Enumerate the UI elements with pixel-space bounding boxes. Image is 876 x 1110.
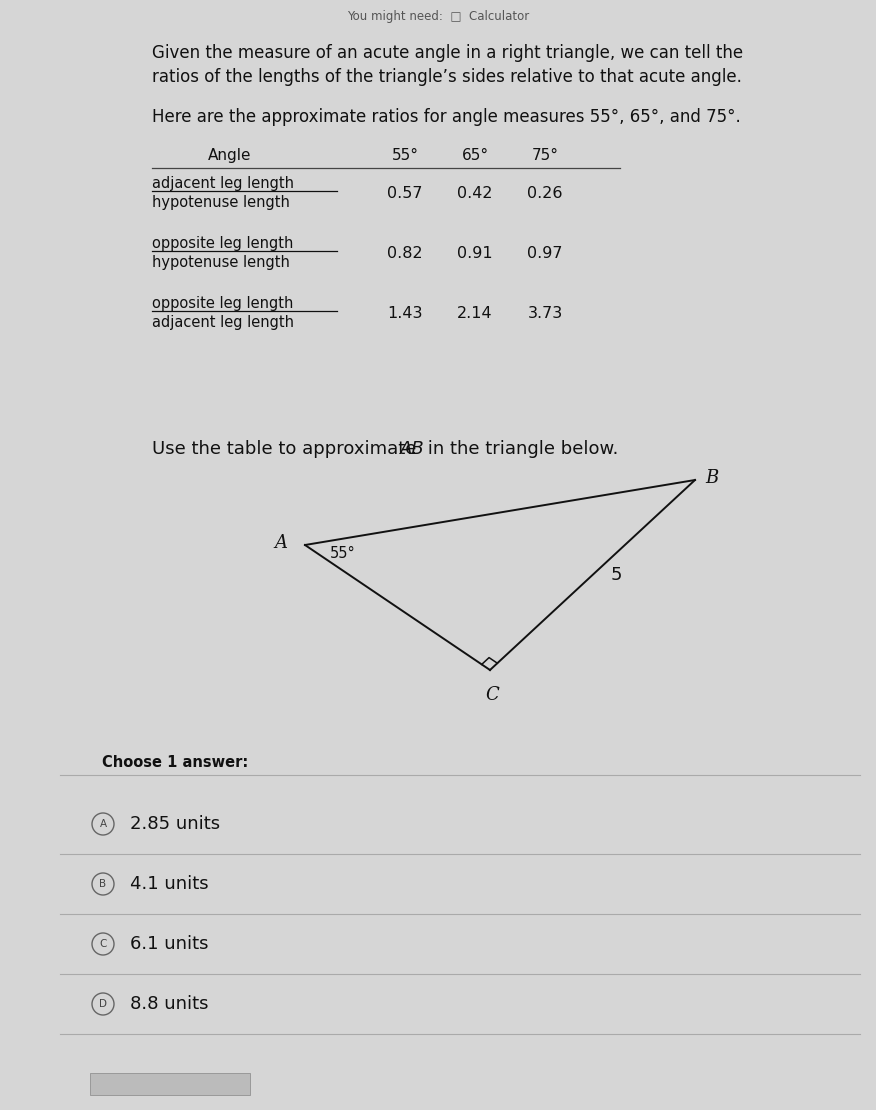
Text: Here are the approximate ratios for angle measures 55°, 65°, and 75°.: Here are the approximate ratios for angl… bbox=[152, 108, 741, 127]
Text: You might need:  □  Calculator: You might need: □ Calculator bbox=[347, 10, 529, 23]
Text: 2.14: 2.14 bbox=[457, 305, 493, 321]
Text: 3.73: 3.73 bbox=[527, 305, 562, 321]
Text: 8.8 units: 8.8 units bbox=[130, 995, 208, 1013]
Text: C: C bbox=[99, 939, 107, 949]
Text: 55°: 55° bbox=[330, 545, 356, 561]
Text: A: A bbox=[100, 819, 107, 829]
Text: 0.42: 0.42 bbox=[457, 185, 492, 201]
Text: adjacent leg length: adjacent leg length bbox=[152, 315, 294, 330]
Text: hypotenuse length: hypotenuse length bbox=[152, 195, 290, 210]
Text: 75°: 75° bbox=[532, 148, 559, 163]
Text: 55°: 55° bbox=[392, 148, 419, 163]
Text: Use the table to approximate: Use the table to approximate bbox=[152, 440, 422, 458]
Text: 0.26: 0.26 bbox=[527, 185, 562, 201]
Text: 5: 5 bbox=[611, 566, 622, 584]
Text: C: C bbox=[485, 686, 498, 704]
Text: 65°: 65° bbox=[462, 148, 489, 163]
Text: A: A bbox=[274, 534, 287, 552]
Text: 0.57: 0.57 bbox=[387, 185, 423, 201]
Text: B: B bbox=[100, 879, 107, 889]
Text: opposite leg length: opposite leg length bbox=[152, 296, 293, 311]
Text: hypotenuse length: hypotenuse length bbox=[152, 255, 290, 270]
Text: 0.82: 0.82 bbox=[387, 245, 423, 261]
Text: 1.43: 1.43 bbox=[387, 305, 423, 321]
Text: AB: AB bbox=[400, 440, 425, 458]
Text: 0.97: 0.97 bbox=[527, 245, 562, 261]
Text: 4.1 units: 4.1 units bbox=[130, 875, 208, 894]
Text: Choose 1 answer:: Choose 1 answer: bbox=[102, 755, 248, 770]
Text: 0.91: 0.91 bbox=[457, 245, 493, 261]
Text: B: B bbox=[705, 470, 718, 487]
Text: opposite leg length: opposite leg length bbox=[152, 236, 293, 251]
Text: Given the measure of an acute angle in a right triangle, we can tell the: Given the measure of an acute angle in a… bbox=[152, 44, 743, 62]
Text: Angle: Angle bbox=[208, 148, 251, 163]
Text: D: D bbox=[99, 999, 107, 1009]
Bar bbox=[90, 1073, 250, 1094]
Text: adjacent leg length: adjacent leg length bbox=[152, 176, 294, 191]
Text: 2.85 units: 2.85 units bbox=[130, 815, 220, 832]
Text: 6.1 units: 6.1 units bbox=[130, 935, 208, 953]
Text: in the triangle below.: in the triangle below. bbox=[422, 440, 618, 458]
Text: ratios of the lengths of the triangle’s sides relative to that acute angle.: ratios of the lengths of the triangle’s … bbox=[152, 68, 742, 85]
